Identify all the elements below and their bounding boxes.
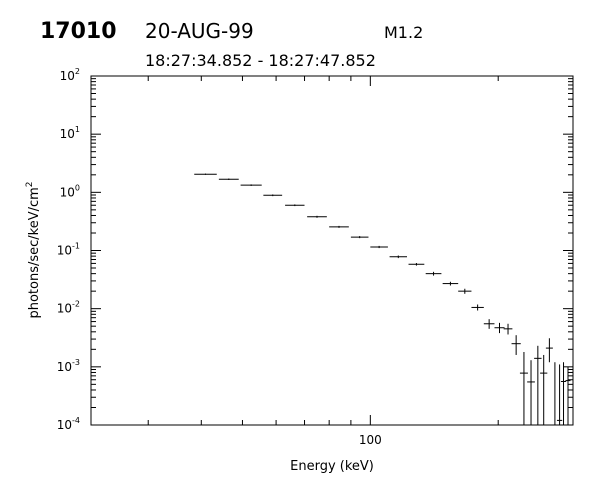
y-tick-base: 10 <box>57 302 72 316</box>
y-tick-label: 10-4 <box>57 416 80 432</box>
data-point <box>218 178 239 180</box>
data-point <box>442 281 459 286</box>
y-axis-label-sup: 2 <box>25 181 35 187</box>
y-tick-label: 10-2 <box>57 300 80 316</box>
data-point <box>483 319 495 329</box>
data-point <box>307 215 327 218</box>
data-point <box>329 225 349 228</box>
data-point <box>425 271 442 276</box>
x-tick-label: 100 <box>359 433 382 447</box>
y-axis-label: photons/sec/keV/cm2 <box>25 181 42 318</box>
y-tick-base: 10 <box>57 418 72 432</box>
y-tick-label: 10-1 <box>57 242 80 258</box>
data-point <box>370 245 388 249</box>
axis-ticks <box>91 75 574 426</box>
y-tick-base: 10 <box>60 69 75 83</box>
data-point <box>240 184 262 186</box>
data-point <box>494 322 505 334</box>
y-tick-label: 100 <box>60 183 80 199</box>
data-point <box>556 364 563 425</box>
y-tick-exponent: 1 <box>75 125 80 134</box>
data-point <box>285 204 305 207</box>
y-tick-exponent: -2 <box>72 300 80 309</box>
data-point <box>511 335 521 355</box>
y-tick-exponent: 0 <box>75 183 80 192</box>
y-tick-label: 10-3 <box>57 358 80 374</box>
data-point <box>503 323 513 335</box>
y-tick-exponent: -3 <box>72 358 80 367</box>
data-point <box>458 288 472 294</box>
data-point <box>350 236 369 239</box>
y-tick-label: 102 <box>60 67 80 83</box>
x-tick-labels: 100 <box>359 433 382 447</box>
data-point <box>540 354 548 425</box>
event-id: 17010 <box>40 19 117 44</box>
data-point <box>389 255 408 259</box>
data-point <box>194 173 217 175</box>
y-axis-label-main: photons/sec/keV/cm <box>27 187 42 318</box>
y-tick-base: 10 <box>60 185 75 199</box>
y-tick-exponent: -1 <box>72 242 80 251</box>
data-point <box>552 362 558 426</box>
data-point <box>560 362 567 425</box>
data-point <box>527 360 535 425</box>
event-date: 20-AUG-99 <box>145 19 254 43</box>
data-point <box>471 304 484 311</box>
data-point <box>263 194 283 197</box>
y-tick-exponent: 2 <box>75 67 80 76</box>
y-tick-base: 10 <box>57 360 72 374</box>
data-point <box>534 345 542 425</box>
y-tick-base: 10 <box>60 127 75 141</box>
y-tick-base: 10 <box>57 244 72 258</box>
plot-frame <box>90 75 574 426</box>
data-point <box>519 351 528 425</box>
flare-class: M1.2 <box>384 23 423 42</box>
data-point <box>408 262 425 266</box>
y-tick-exponent: -4 <box>72 416 80 425</box>
data-point <box>565 366 571 425</box>
data-points <box>194 173 571 426</box>
x-axis-label: Energy (keV) <box>290 459 374 474</box>
data-point <box>545 338 553 363</box>
y-tick-label: 101 <box>60 125 80 141</box>
time-range: 18:27:34.852 - 18:27:47.852 <box>145 51 376 70</box>
